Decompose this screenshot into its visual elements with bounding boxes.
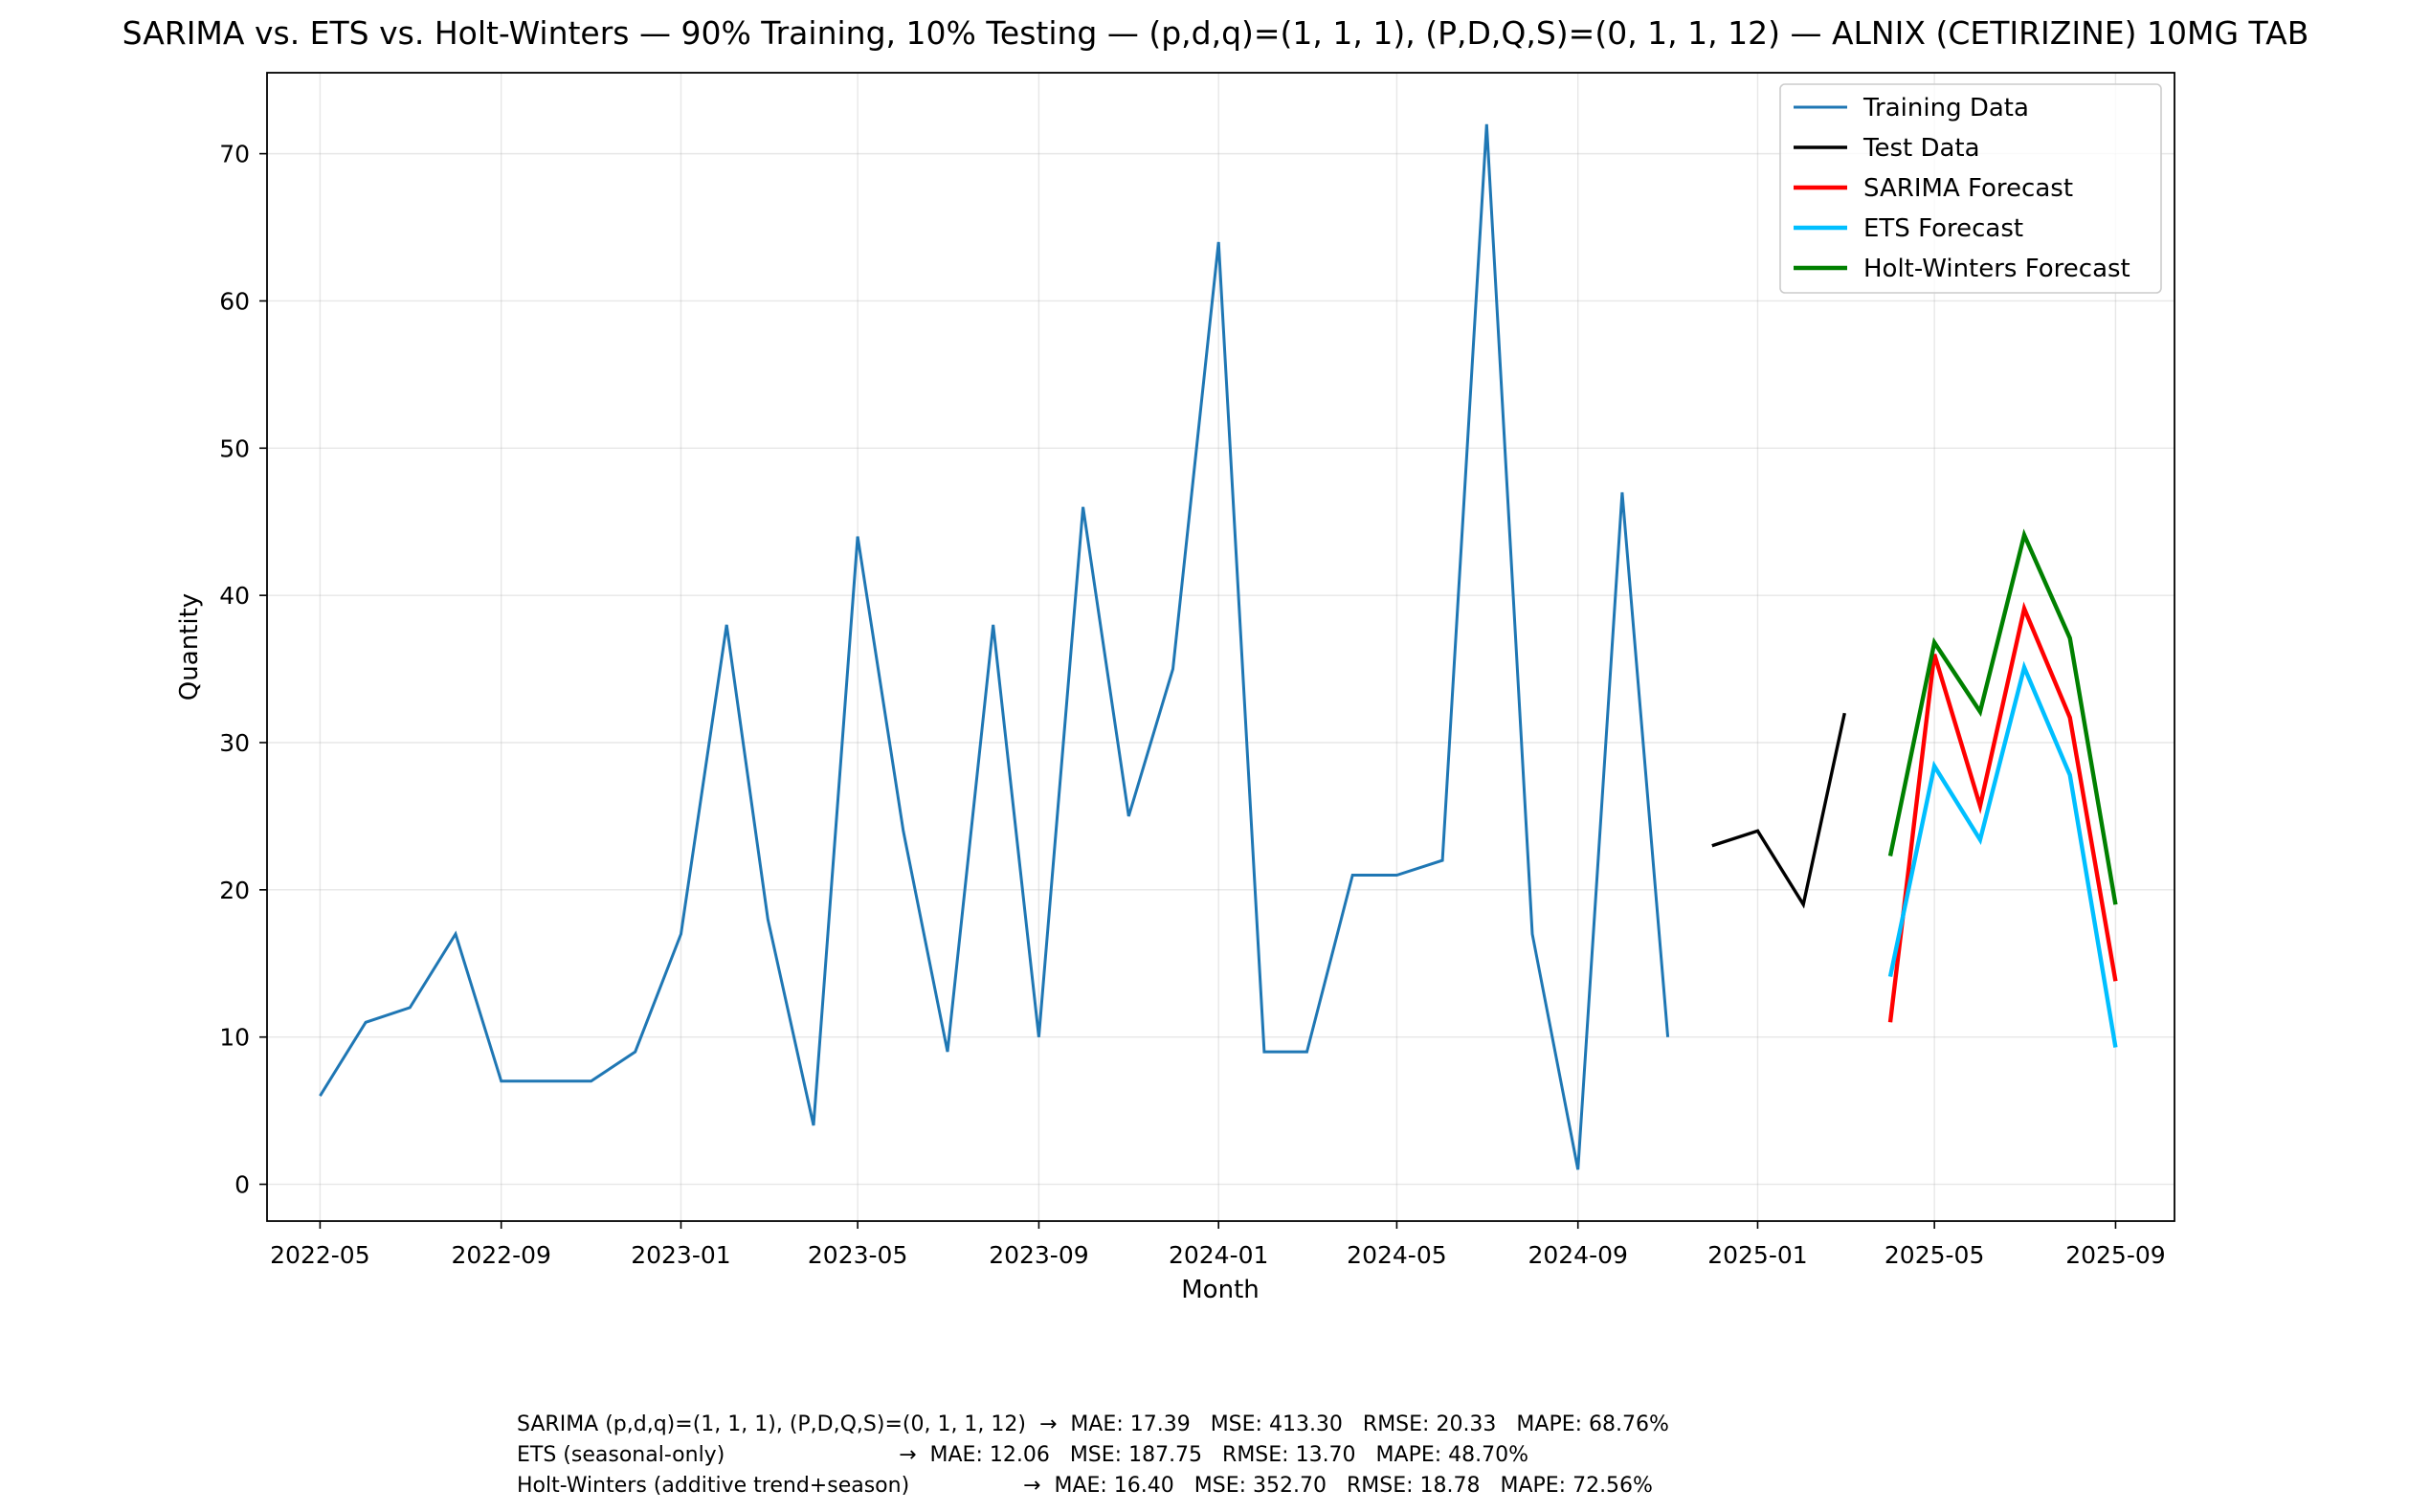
y-tick-label: 70 — [219, 141, 250, 168]
legend-label-ets-forecast: ETS Forecast — [1863, 214, 2023, 243]
y-tick-label: 30 — [219, 729, 250, 757]
y-tick-label: 50 — [219, 434, 250, 462]
series-line-ets-forecast — [1887, 660, 2118, 1048]
series-line-sarima-forecast — [1887, 601, 2118, 1023]
y-tick-label: 0 — [234, 1171, 250, 1199]
x-tick-label: 2022-05 — [270, 1241, 369, 1269]
series-line-holt-winters-forecast — [1887, 528, 2118, 905]
x-tick-label: 2022-09 — [451, 1241, 550, 1269]
y-tick-label: 10 — [219, 1024, 250, 1052]
metrics-line-ets: ETS (seasonal-only) → MAE: 12.06 MSE: 18… — [517, 1443, 1528, 1467]
legend-box — [1779, 83, 2162, 294]
series-group — [319, 123, 2118, 1170]
y-axis-label: Quantity — [175, 593, 204, 700]
series-line-training-data — [319, 123, 1670, 1170]
legend-label-sarima-forecast: SARIMA Forecast — [1863, 174, 2073, 203]
x-tick-label: 2023-05 — [808, 1241, 907, 1269]
x-axis-label: Month — [1181, 1276, 1260, 1304]
legend-label-training-data: Training Data — [1862, 94, 2029, 122]
axis-ticks: 2022-05 2022-09 2023-01 2023-05 2023-09 2024-… — [219, 141, 2165, 1269]
x-tick-label: 2023-01 — [631, 1241, 730, 1269]
chart-title: SARIMA vs. ETS vs. Holt-Winters — 90% Tr… — [123, 14, 2309, 52]
legend-label-holt-winters-forecast: Holt-Winters Forecast — [1863, 255, 2130, 283]
plot-frame — [266, 72, 2175, 1222]
legend-label-test-data: Test Data — [1862, 134, 1980, 163]
x-tick-label: 2025-01 — [1707, 1241, 1807, 1269]
x-tick-label: 2024-01 — [1169, 1241, 1268, 1269]
x-tick-label: 2024-05 — [1347, 1241, 1446, 1269]
metrics-block: SARIMA (p,d,q)=(1, 1, 1), (P,D,Q,S)=(0, … — [517, 1412, 1669, 1498]
series-line-test-data — [1711, 712, 1846, 909]
metrics-line-sarima: SARIMA (p,d,q)=(1, 1, 1), (P,D,Q,S)=(0, … — [517, 1412, 1669, 1436]
y-tick-label: 60 — [219, 287, 250, 315]
legend: Training Data Test Data SARIMA Forecast ETS… — [1779, 83, 2162, 294]
metrics-line-holt-winters: Holt-Winters (additive trend+season) → M… — [517, 1474, 1653, 1498]
x-tick-label: 2025-09 — [2065, 1241, 2165, 1269]
x-tick-label: 2025-05 — [1885, 1241, 1984, 1269]
y-tick-label: 40 — [219, 582, 250, 610]
x-tick-label: 2024-09 — [1528, 1241, 1627, 1269]
y-tick-label: 20 — [219, 877, 250, 904]
x-tick-label: 2023-09 — [989, 1241, 1088, 1269]
